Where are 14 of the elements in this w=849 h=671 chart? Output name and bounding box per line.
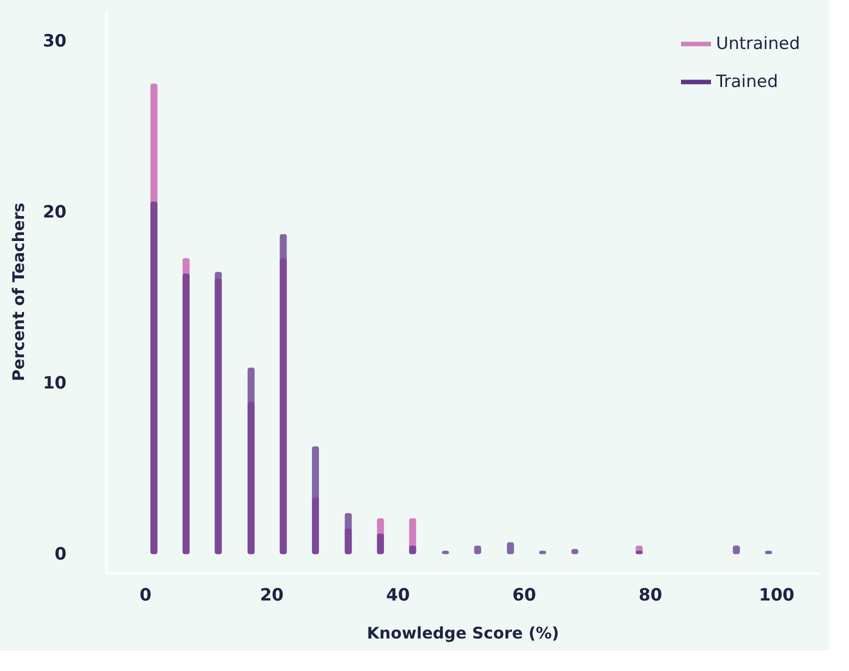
y-tick-label: 30 <box>42 31 67 52</box>
y-tick-label: 0 <box>54 544 67 565</box>
legend-label: Trained <box>715 72 778 92</box>
y-tick-label: 10 <box>42 374 67 394</box>
legend-label: Untrained <box>716 34 800 54</box>
y-axis-title: Percent of Teachers <box>8 202 28 382</box>
x-tick-label: 60 <box>512 586 536 606</box>
x-tick-label: 80 <box>638 586 662 606</box>
x-tick-label: 0 <box>140 586 152 606</box>
x-tick-label: 100 <box>758 586 795 606</box>
y-tick-label: 20 <box>42 202 67 222</box>
x-tick-label: 40 <box>386 586 410 606</box>
x-tick-label: 20 <box>260 586 284 606</box>
x-axis-title: Knowledge Score (%) <box>366 624 560 642</box>
